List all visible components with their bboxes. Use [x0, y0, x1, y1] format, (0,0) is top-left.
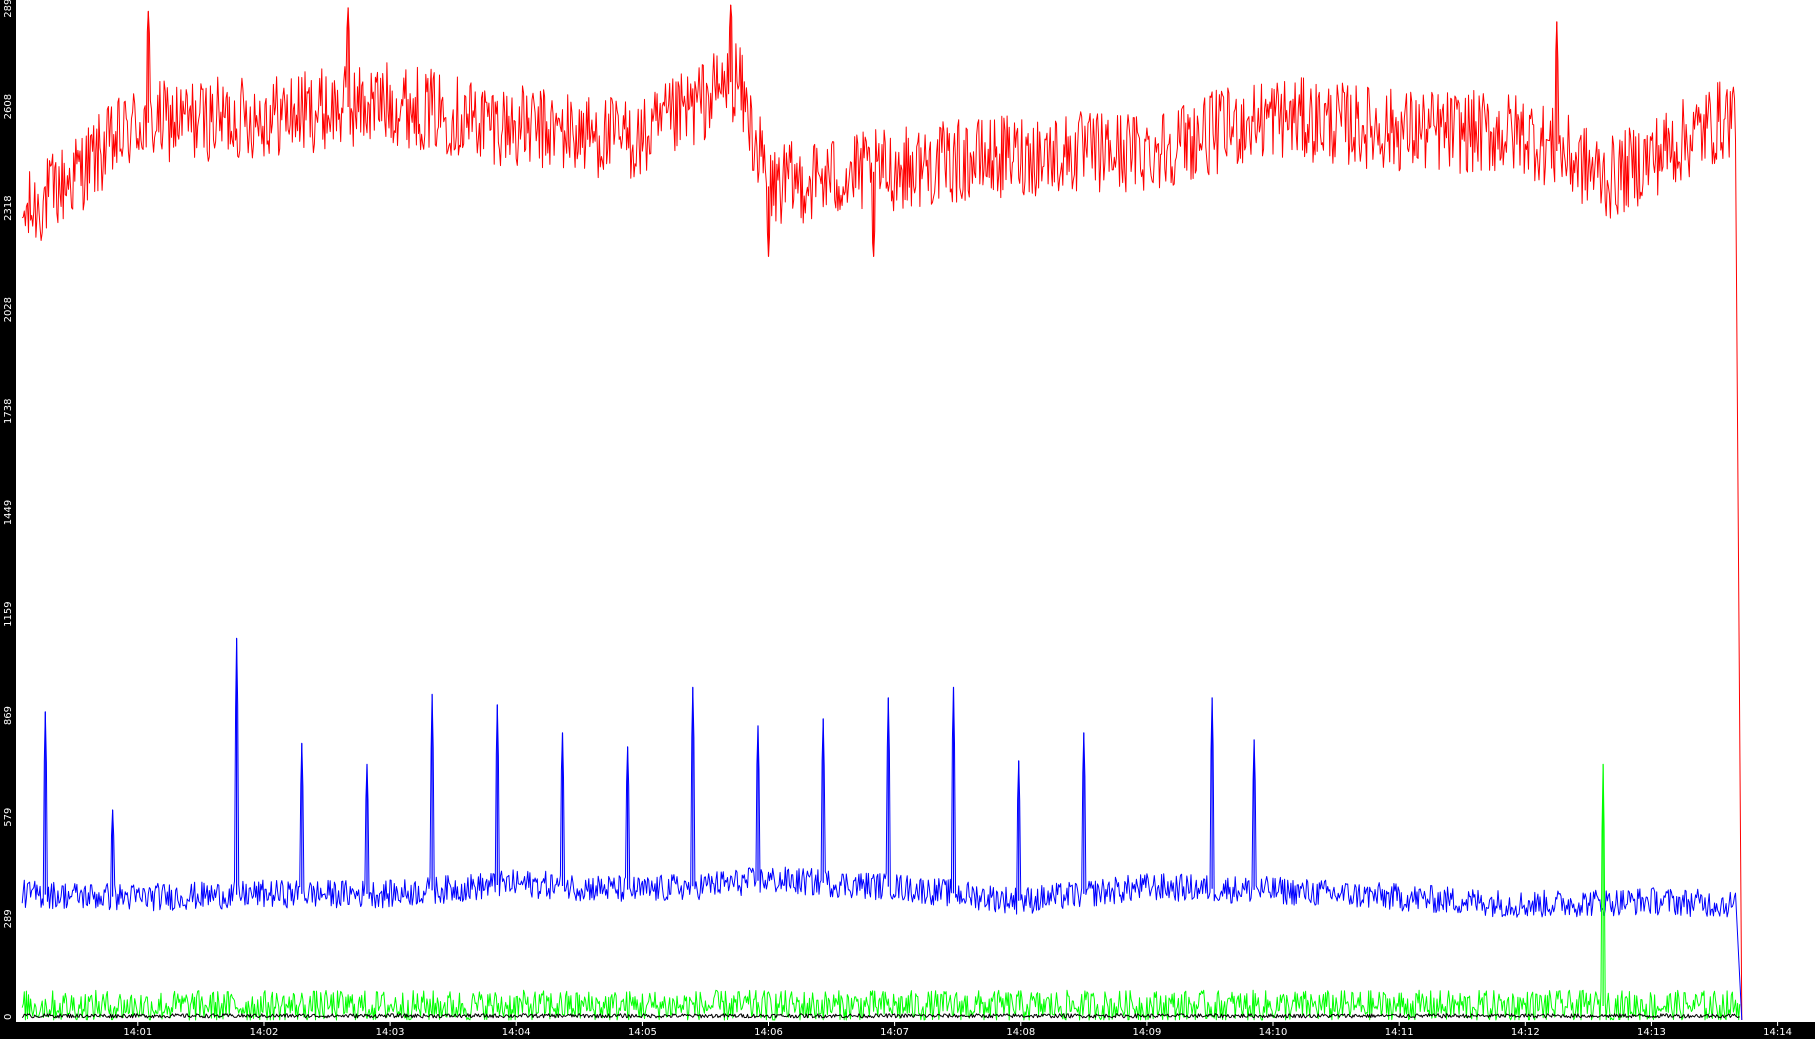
- y-tick-label: 2898: [3, 0, 14, 18]
- y-tick-label: 579: [3, 808, 14, 827]
- x-tick-label: 14:02: [250, 1027, 279, 1038]
- series-line-1: [21, 4, 1743, 1021]
- x-tick-label: 14:11: [1385, 1027, 1414, 1038]
- y-tick-label: 869: [3, 706, 14, 725]
- x-tick-label: 14:04: [502, 1027, 531, 1038]
- x-tick-label: 14:01: [123, 1027, 152, 1038]
- y-tick-label: 0: [3, 1014, 14, 1020]
- x-tick-label: 14:10: [1259, 1027, 1288, 1038]
- y-tick-label: 289: [3, 909, 14, 928]
- x-tick-label: 14:14: [1763, 1027, 1792, 1038]
- x-axis-ticks: 14:01 14:02 14:03 14:04 14:05 14:06 14:07 14:08…: [123, 1022, 1792, 1038]
- x-tick-label: 14:12: [1511, 1027, 1540, 1038]
- plot-area: [16, 0, 1815, 1022]
- y-axis-ticks: 0 289 579 869 1159 1449 1738 2028 2318 2608 2898: [3, 0, 14, 1020]
- x-tick-label: 14:09: [1132, 1027, 1161, 1038]
- x-tick-label: 14:13: [1637, 1027, 1666, 1038]
- x-tick-label: 14:08: [1006, 1027, 1035, 1038]
- y-tick-label: 2608: [3, 94, 14, 119]
- series-line-4: [21, 1013, 1740, 1019]
- series-layer: [21, 4, 1743, 1021]
- y-tick-label: 1159: [3, 601, 14, 626]
- y-tick-label: 1738: [3, 399, 14, 424]
- x-tick-label: 14:03: [376, 1027, 405, 1038]
- x-tick-label: 14:06: [754, 1027, 783, 1038]
- y-tick-label: 1449: [3, 500, 14, 525]
- y-tick-label: 2028: [3, 297, 14, 322]
- x-tick-label: 14:07: [880, 1027, 909, 1038]
- x-tick-label: 14:05: [628, 1027, 657, 1038]
- y-tick-label: 2318: [3, 195, 14, 220]
- series-line-2: [21, 637, 1743, 1021]
- series-line-3: [21, 763, 1741, 1021]
